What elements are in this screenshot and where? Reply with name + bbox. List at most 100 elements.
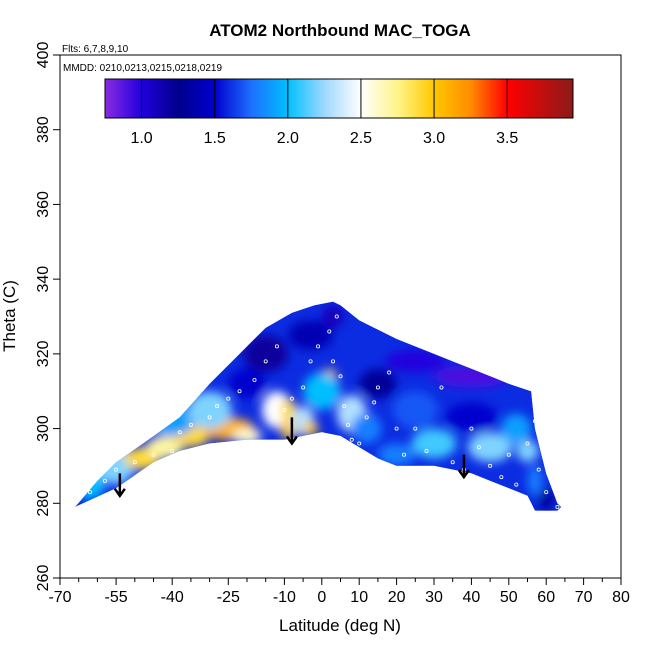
- sample-point: [177, 430, 182, 435]
- sample-point: [469, 426, 474, 431]
- field-blob: [232, 428, 262, 444]
- x-tick-label: 70: [575, 589, 593, 606]
- field-blob: [501, 413, 532, 444]
- arrow: [285, 417, 298, 446]
- sample-point: [301, 385, 306, 390]
- sample-point: [387, 370, 392, 375]
- sample-point: [394, 426, 399, 431]
- field-blob: [187, 391, 233, 429]
- field-blob: [303, 372, 341, 410]
- sample-point: [476, 445, 481, 450]
- sample-point: [289, 396, 294, 401]
- y-tick-label: 260: [35, 565, 52, 592]
- colorbar-tick-label: 3.0: [423, 130, 445, 147]
- sample-point: [151, 452, 156, 457]
- field-blob: [280, 398, 296, 422]
- sample-point: [215, 404, 220, 409]
- x-tick-label: -55: [105, 589, 128, 606]
- field-blob: [527, 465, 543, 496]
- heatmap-field: [75, 301, 562, 511]
- sample-point: [413, 426, 418, 431]
- flights-label: Flts: 6,7,8,9,10: [62, 44, 129, 55]
- colorbar-tick-label: 2.0: [277, 130, 299, 147]
- sample-point: [87, 490, 92, 495]
- field-blob: [75, 469, 105, 500]
- sample-point: [555, 505, 560, 510]
- colorbar-tick-label: 3.5: [496, 130, 518, 147]
- sample-point: [331, 359, 336, 364]
- x-tick-label: -10: [273, 589, 296, 606]
- sample-point: [316, 344, 321, 349]
- sample-point: [514, 482, 519, 487]
- y-tick-label: 300: [35, 415, 52, 442]
- sample-point: [114, 467, 119, 472]
- sample-point: [334, 314, 339, 319]
- y-tick-label: 400: [35, 42, 52, 69]
- sample-point: [375, 385, 380, 390]
- colorbar: 1.0 1.5 2.0 2.5 3.0 3.5: [104, 78, 574, 147]
- sample-point: [499, 475, 504, 480]
- x-tick-label: 80: [612, 589, 630, 606]
- field-blob: [392, 391, 438, 429]
- sample-point: [263, 359, 268, 364]
- sample-point: [424, 448, 429, 453]
- sample-point: [349, 437, 354, 442]
- dates-label: MMDD: 0210,0213,0215,0218,0219: [63, 63, 222, 74]
- field-blob: [377, 443, 416, 466]
- x-tick-label: 40: [463, 589, 481, 606]
- x-tick-label: 20: [388, 589, 406, 606]
- sample-point: [237, 389, 242, 394]
- sample-point: [357, 441, 362, 446]
- y-tick-label: 380: [35, 116, 52, 143]
- sample-point: [544, 490, 549, 495]
- colorbar-tick-label: 2.5: [350, 130, 372, 147]
- x-tick-label: 60: [537, 589, 555, 606]
- field-blob: [228, 368, 266, 399]
- sample-point: [450, 460, 455, 465]
- x-axis-label: Latitude (deg N): [279, 616, 401, 635]
- field-blob: [411, 428, 457, 459]
- x-tick-label: 0: [317, 589, 326, 606]
- sample-point: [338, 374, 343, 379]
- sample-point: [282, 407, 287, 412]
- field-blob: [303, 421, 319, 437]
- arrows: [113, 417, 470, 498]
- x-tick-label: -40: [161, 589, 184, 606]
- arrow: [113, 473, 126, 498]
- sample-point: [308, 359, 313, 364]
- sample-point: [525, 441, 530, 446]
- colorbar-gradient: [104, 78, 574, 119]
- field-blob: [243, 335, 289, 373]
- y-axis-label: Theta (C): [0, 280, 19, 352]
- field-blob: [516, 439, 539, 463]
- sample-points: [87, 314, 560, 510]
- x-tick-label: 50: [500, 589, 518, 606]
- field-blob: [321, 305, 345, 328]
- sample-point: [439, 385, 444, 390]
- sample-point: [342, 404, 347, 409]
- x-tick-label: 30: [425, 589, 443, 606]
- field-blob: [434, 365, 509, 388]
- x-tick-label: -70: [48, 589, 71, 606]
- field-blob: [385, 350, 446, 373]
- y-tick-label: 280: [35, 490, 52, 517]
- x-tick-label: -25: [217, 589, 240, 606]
- x-axis: -70 -55 -40 -25 -10 0 10 20 30 40 50 60 70 80: [48, 578, 630, 606]
- sample-point: [102, 478, 107, 483]
- sample-point: [364, 415, 369, 420]
- chart-title: ATOM2 Northbound MAC_TOGA: [209, 21, 471, 40]
- sample-point: [488, 463, 493, 468]
- field-blob: [359, 368, 397, 399]
- sample-point: [345, 422, 350, 427]
- field-blob: [538, 488, 554, 511]
- sample-point: [506, 452, 511, 457]
- y-axis: 260 280 300 320 340 360 380 400: [35, 42, 60, 592]
- field-blob: [467, 432, 513, 463]
- sample-point: [188, 422, 193, 427]
- colorbar-tick-label: 1.5: [204, 130, 226, 147]
- arrow: [457, 454, 470, 480]
- sample-point: [402, 452, 407, 457]
- sample-point: [132, 460, 137, 465]
- x-tick-label: 10: [350, 589, 368, 606]
